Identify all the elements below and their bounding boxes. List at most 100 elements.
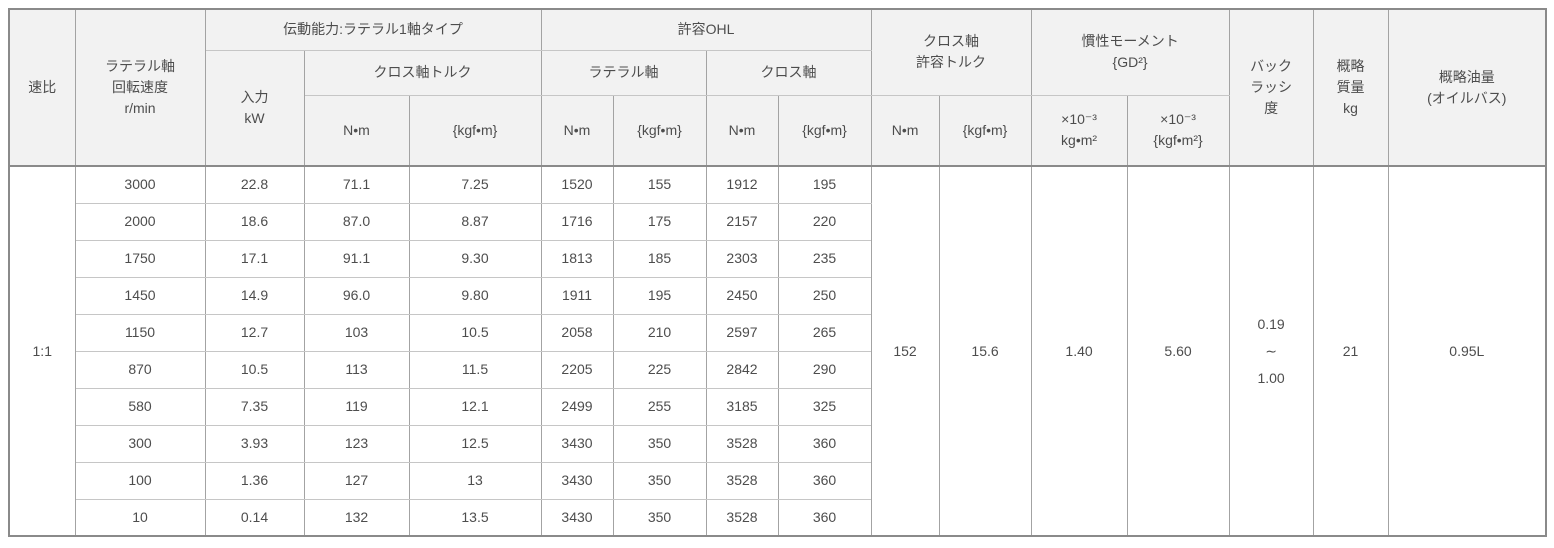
header-cross-shaft-allowable-torque-group: クロス軸 許容トルク <box>870 8 1032 96</box>
cell-lateral-ohl-kgfm: 210 <box>612 313 707 352</box>
cell-cross-ohl-kgfm: 235 <box>777 239 872 278</box>
header-approx-mass-line2: 質量 <box>1336 79 1365 95</box>
cell-input-kw: 12.7 <box>204 313 305 352</box>
header-unit-inertia-si-line2: kg•m² <box>1061 132 1098 149</box>
cell-cross-torque-kgfm: 13.5 <box>408 498 542 537</box>
table-row: 870 10.5 113 11.5 2205 225 2842 290 <box>9 350 1546 389</box>
cell-lateral-ohl-nm: 2205 <box>540 350 614 389</box>
cell-lateral-ohl-nm: 3430 <box>540 498 614 537</box>
cell-backlash-min: 0.19 <box>1257 315 1285 332</box>
cell-input-kw: 7.35 <box>204 387 305 426</box>
table-row: 1:1 3000 22.8 71.1 7.25 1520 155 1912 19… <box>8 165 1547 537</box>
cell-lateral-ohl-kgfm: 350 <box>612 498 707 537</box>
header-lateral-shaft-speed-line2: 回転速度 <box>112 79 168 95</box>
cell-lateral-ohl-nm: 2058 <box>540 313 614 352</box>
cell-input-kw: 0.14 <box>204 498 305 537</box>
header-unit-inertia-grav: ×10⁻³ {kgf•m²} <box>1126 94 1230 167</box>
cell-lateral-ohl-nm: 3430 <box>540 461 614 500</box>
cell-backlash-tilde: ∼ <box>1265 342 1277 359</box>
header-unit-inertia-si-line1: ×10⁻³ <box>1061 111 1097 128</box>
header-unit-lateral-ohl-nm: N•m <box>540 94 614 167</box>
cell-cross-ohl-kgfm: 360 <box>777 461 872 500</box>
cell-approx-mass: 21 <box>1312 165 1389 537</box>
cell-cross-ohl-nm: 3528 <box>705 498 779 537</box>
header-approx-mass-unit: kg <box>1343 100 1358 116</box>
cell-input-kw: 3.93 <box>204 424 305 463</box>
header-row-1: 速比 ラテラル軸 回転速度 r/min 伝動能力:ラテラル1軸タイプ 許容OHL… <box>8 8 1547 167</box>
table-row: 2000 18.6 87.0 8.87 1716 175 2157 220 <box>9 202 1546 241</box>
cell-cross-ohl-kgfm: 220 <box>777 202 872 241</box>
cell-lateral-ohl-nm: 2499 <box>540 387 614 426</box>
header-unit-cross-torque-nm: N•m <box>303 94 410 167</box>
cell-cross-ohl-kgfm: 250 <box>777 276 872 315</box>
cell-cross-torque-kgfm: 8.87 <box>408 202 542 241</box>
cell-lateral-speed: 1450 <box>74 276 206 315</box>
cell-lateral-ohl-kgfm: 195 <box>612 276 707 315</box>
cell-cross-torque-kgfm: 9.80 <box>408 276 542 315</box>
header-approx-mass-line1: 概略 <box>1336 58 1365 74</box>
cell-cross-ohl-kgfm: 360 <box>777 424 872 463</box>
cell-lateral-speed: 2000 <box>74 202 206 241</box>
header-cross-shaft-torque-group: クロス軸トルク <box>303 49 542 96</box>
header-cross-shaft-allowable-torque-line2: 許容トルク <box>916 54 987 71</box>
header-backlash: バック ラッシ 度 <box>1228 8 1314 167</box>
table-row: 1750 17.1 91.1 9.30 1813 185 2303 235 <box>9 239 1546 278</box>
table-row: 300 3.93 123 12.5 3430 350 3528 360 <box>9 424 1546 463</box>
cell-cross-ohl-nm: 3185 <box>705 387 779 426</box>
cell-cross-torque-nm: 71.1 <box>303 165 410 204</box>
header-input-kw: 入力 kW <box>204 49 305 167</box>
cell-lateral-ohl-kgfm: 155 <box>612 165 707 204</box>
header-ohl-lateral-shaft: ラテラル軸 <box>540 49 707 96</box>
header-lateral-shaft-speed-line1: ラテラル軸 <box>105 58 175 74</box>
table-row: 1450 14.9 96.0 9.80 1911 195 2450 250 <box>9 276 1546 315</box>
header-ohl-cross-shaft: クロス軸 <box>705 49 872 96</box>
cell-lateral-speed: 1150 <box>74 313 206 352</box>
header-moment-of-inertia-line1: 慣性モーメント <box>1081 33 1179 50</box>
cell-input-kw: 18.6 <box>204 202 305 241</box>
cell-cross-torque-nm: 132 <box>303 498 410 537</box>
cell-cross-ohl-kgfm: 195 <box>777 165 872 204</box>
cell-cross-torque-nm: 103 <box>303 313 410 352</box>
cell-input-kw: 14.9 <box>204 276 305 315</box>
header-unit-inertia-grav-line1: ×10⁻³ <box>1160 111 1196 128</box>
cell-speed-ratio: 1:1 <box>8 165 76 537</box>
table-row: 10 0.14 132 13.5 3430 350 3528 360 <box>9 498 1546 537</box>
cell-cross-allowable-torque-kgfm: 15.6 <box>938 165 1032 537</box>
cell-cross-torque-nm: 123 <box>303 424 410 463</box>
table-body: 1:1 3000 22.8 71.1 7.25 1520 155 1912 19… <box>8 165 1547 537</box>
header-transmission-capacity-group: 伝動能力:ラテラル1軸タイプ <box>204 8 542 51</box>
cell-cross-ohl-nm: 2157 <box>705 202 779 241</box>
header-cross-shaft-allowable-torque-line1: クロス軸 <box>923 33 980 50</box>
cell-cross-ohl-nm: 2597 <box>705 313 779 352</box>
header-lateral-shaft-speed: ラテラル軸 回転速度 r/min <box>74 8 206 167</box>
cell-cross-torque-nm: 87.0 <box>303 202 410 241</box>
header-unit-cross-ohl-nm: N•m <box>705 94 779 167</box>
cell-lateral-ohl-kgfm: 185 <box>612 239 707 278</box>
cell-cross-torque-kgfm: 13 <box>408 461 542 500</box>
cell-cross-torque-nm: 119 <box>303 387 410 426</box>
cell-cross-ohl-nm: 3528 <box>705 424 779 463</box>
header-approx-mass: 概略 質量 kg <box>1312 8 1389 167</box>
cell-lateral-ohl-kgfm: 350 <box>612 461 707 500</box>
cell-cross-torque-nm: 113 <box>303 350 410 389</box>
cell-cross-torque-kgfm: 12.5 <box>408 424 542 463</box>
header-unit-cross-torque-kgfm: {kgf•m} <box>408 94 542 167</box>
cell-lateral-ohl-kgfm: 175 <box>612 202 707 241</box>
header-unit-inertia-si: ×10⁻³ kg•m² <box>1030 94 1128 167</box>
cell-lateral-ohl-nm: 1520 <box>540 165 614 204</box>
cell-lateral-speed: 870 <box>74 350 206 389</box>
cell-lateral-ohl-nm: 1911 <box>540 276 614 315</box>
cell-backlash-max: 1.00 <box>1257 369 1285 386</box>
cell-cross-torque-kgfm: 11.5 <box>408 350 542 389</box>
header-row-3: N•m {kgf•m} N•m {kgf•m} N•m {kgf•m} N•m … <box>9 94 1546 167</box>
cell-lateral-speed: 580 <box>74 387 206 426</box>
cell-cross-ohl-nm: 2303 <box>705 239 779 278</box>
table-header: 速比 ラテラル軸 回転速度 r/min 伝動能力:ラテラル1軸タイプ 許容OHL… <box>8 8 1547 167</box>
cell-backlash-range: 0.19 ∼ 1.00 <box>1228 165 1314 537</box>
header-unit-allowable-torque-nm: N•m <box>870 94 940 167</box>
header-moment-of-inertia-group: 慣性モーメント {GD²} <box>1030 8 1230 96</box>
header-row-2: 入力 kW クロス軸トルク ラテラル軸 クロス軸 <box>9 49 1546 167</box>
cell-cross-torque-kgfm: 9.30 <box>408 239 542 278</box>
header-input-label: 入力 <box>240 88 269 105</box>
header-input-unit: kW <box>244 109 265 126</box>
